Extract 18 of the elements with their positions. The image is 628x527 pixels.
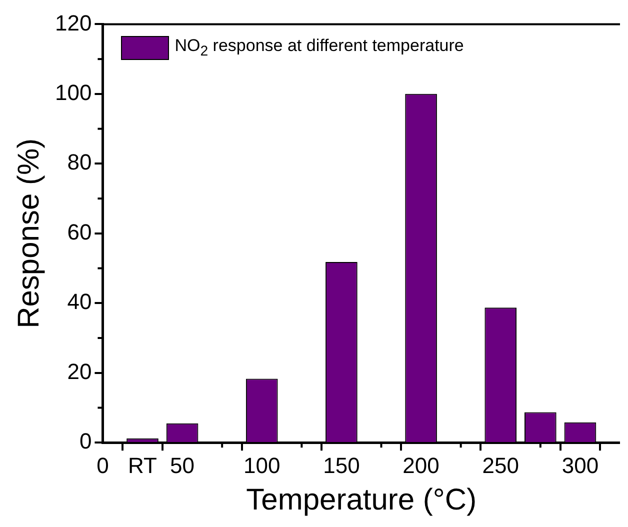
x-tick-label: RT (128, 452, 157, 478)
x-tick-label: 200 (402, 452, 440, 478)
x-axis-title: Temperature (°C) (246, 483, 477, 516)
x-tick-label: 0 (96, 452, 109, 478)
x-tick-label: 250 (482, 452, 519, 478)
y-axis-title: Response (%) (12, 138, 46, 328)
y-tick-label: 100 (54, 80, 92, 105)
x-tick-label: 150 (323, 452, 360, 478)
x-tick-label: 100 (244, 452, 280, 478)
x-tick-label: 300 (562, 452, 599, 478)
y-tick-label: 80 (67, 150, 92, 175)
y-tick-label: 60 (67, 219, 92, 244)
x-tick-label: 50 (170, 452, 195, 478)
y-tick-label: 40 (67, 289, 92, 314)
legend-label: NO$_{2}$ response at different temperature (174, 36, 464, 60)
y-tick-label: 0 (79, 428, 92, 454)
y-tick-label: 20 (67, 358, 92, 384)
y-tick-label: 120 (54, 10, 92, 36)
